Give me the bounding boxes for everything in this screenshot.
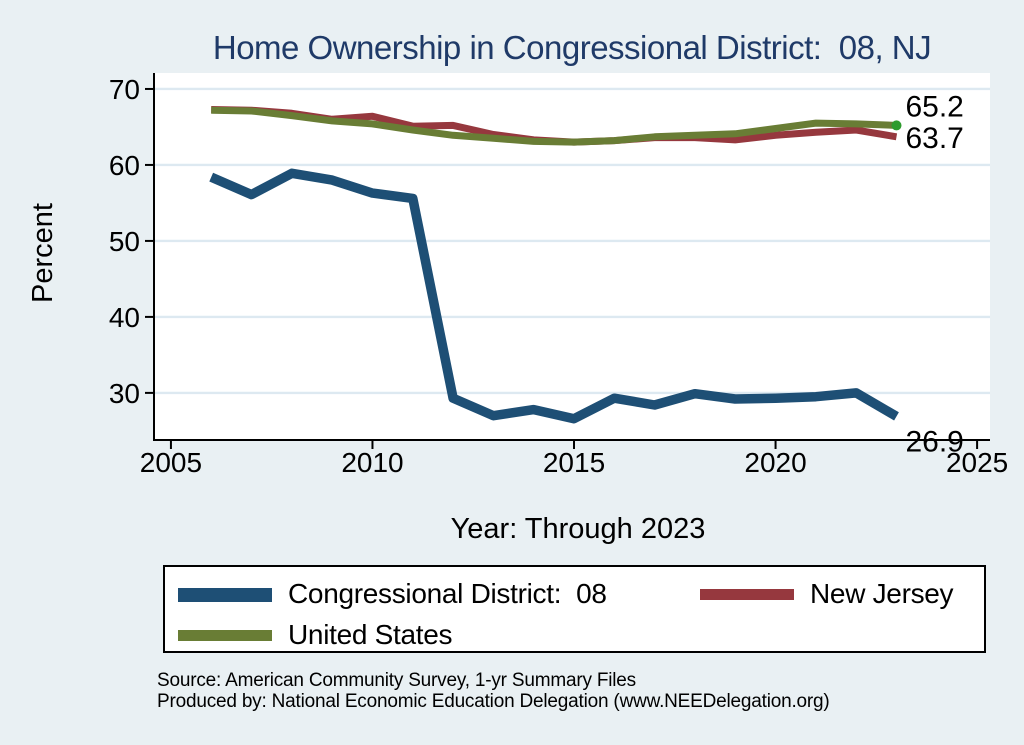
x-axis-label: Year: Through 2023: [450, 513, 706, 545]
legend-box: Congressional District: 08 New Jersey Un…: [163, 565, 986, 653]
x-tick-label-2010: 2010: [341, 447, 403, 478]
x-tick-label-2025: 2025: [946, 447, 1008, 478]
y-tick-label-30: 30: [109, 378, 140, 409]
legend-label-congressional-district: Congressional District: 08: [288, 578, 607, 609]
legend-label-new-jersey: New Jersey: [810, 578, 954, 609]
series-line-0: [209, 168, 899, 424]
x-tick-label-2020: 2020: [744, 447, 806, 478]
end-label-2: 65.2: [905, 90, 963, 123]
source-note: Source: American Community Survey, 1-yr …: [157, 670, 830, 712]
y-tick-label-50: 50: [109, 226, 140, 257]
y-tick-label-70: 70: [109, 74, 140, 105]
legend-label-united-states: United States: [288, 619, 453, 650]
end-label-0: 26.9: [905, 425, 963, 458]
legend-swatch-congressional-district: [178, 588, 272, 602]
y-tick-label-40: 40: [109, 302, 140, 333]
legend-swatch-new-jersey: [700, 589, 794, 600]
series-end-marker-2: [891, 120, 902, 131]
source-line-1: Source: American Community Survey, 1-yr …: [157, 670, 636, 691]
y-tick-label-60: 60: [109, 150, 140, 181]
plot-area: [154, 73, 990, 440]
source-line-2: Produced by: National Economic Education…: [157, 691, 830, 712]
x-tick-label-2005: 2005: [140, 447, 202, 478]
x-tick-label-2015: 2015: [543, 447, 605, 478]
chart-title: Home Ownership in Congressional District…: [212, 29, 932, 66]
legend-swatch-united-states: [178, 630, 272, 641]
series-line-2: [211, 106, 897, 146]
end-label-1: 63.7: [905, 122, 963, 155]
